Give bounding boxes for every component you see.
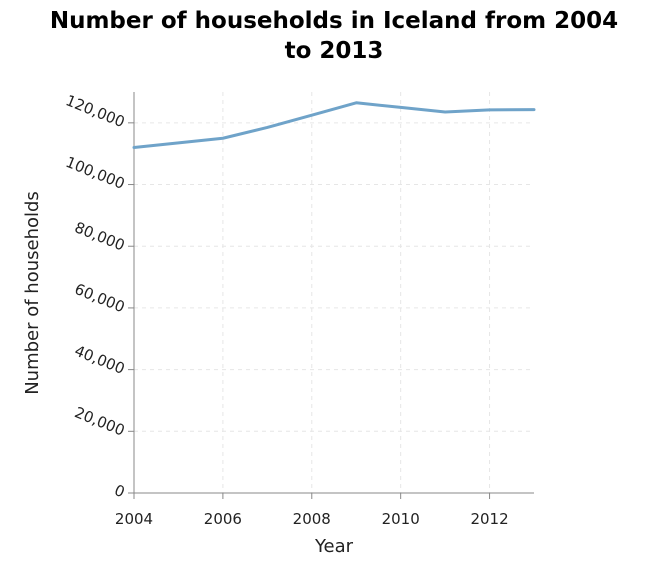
y-axis-title: Number of households <box>22 191 43 395</box>
y-tick-label: 40,000 <box>72 342 127 378</box>
chart-title-line-2: to 2013 <box>284 38 384 64</box>
y-tick-label: 20,000 <box>72 403 127 439</box>
series-layer <box>132 101 536 150</box>
y-tick-label: 0 <box>112 481 128 501</box>
series-line <box>132 101 536 150</box>
x-axis-title: Year <box>314 536 354 557</box>
x-tick-label: 2010 <box>382 510 420 528</box>
x-tick-label: 2008 <box>293 510 331 528</box>
x-tick-label: 2012 <box>470 510 508 528</box>
chart-title-line-1: Number of households in Iceland from 200… <box>49 8 619 34</box>
y-tick-label: 120,000 <box>63 91 127 131</box>
y-tick-label: 100,000 <box>63 153 127 193</box>
x-tick-label: 2006 <box>204 510 242 528</box>
chart-title: Number of households in Iceland from 200… <box>0 6 668 66</box>
axis-layer: 0 20,000 40,000 60,000 80,000 100,000 120,000 2… <box>63 91 534 528</box>
y-tick-label: 80,000 <box>72 218 127 254</box>
grid-layer <box>134 92 534 493</box>
y-tick-label: 60,000 <box>72 280 127 316</box>
x-tick-label: 2004 <box>115 510 153 528</box>
